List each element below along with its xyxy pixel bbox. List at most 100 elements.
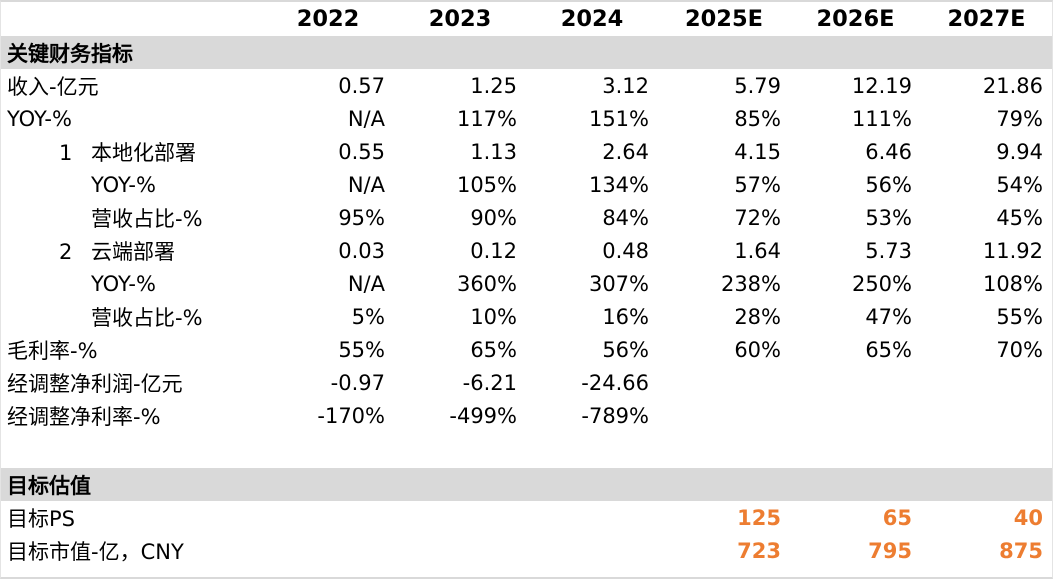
value-cell: 53% (865, 205, 912, 230)
section-band: 关键财务指标 (1, 36, 1052, 69)
value-cell: 70% (996, 337, 1043, 362)
section-title: 目标估值 (1, 468, 1052, 501)
value-cell: 28% (734, 304, 781, 329)
value-cell: 90% (470, 205, 517, 230)
row-label-column-header (1, 2, 262, 36)
value-cell: 11.92 (982, 238, 1043, 263)
value-cell: 1.64 (734, 238, 781, 263)
row-label: 2 云端部署 (1, 234, 262, 267)
table-row: 1 本地化部署 0.55 1.13 2.64 4.15 6.46 9.94 (1, 135, 1052, 168)
value-cell: 723 (737, 538, 781, 563)
year-column-header: 2023 (428, 6, 492, 32)
section-title: 关键财务指标 (1, 36, 1052, 69)
value-cell (394, 534, 526, 567)
value-cell: 65% (865, 337, 912, 362)
table-row: YOY-% N/A 105% 134% 57% 56% 54% (1, 168, 1052, 201)
value-cell: 117% (456, 106, 517, 131)
value-cell: 5.73 (865, 238, 912, 263)
value-cell (658, 366, 790, 399)
value-cell (262, 501, 394, 534)
value-cell: 55% (996, 304, 1043, 329)
value-cell: 0.55 (338, 139, 385, 164)
value-cell (658, 399, 790, 432)
table-row: 经调整净利润-亿元 -0.97 -6.21 -24.66 (1, 366, 1052, 399)
row-label: 营收占比-% (91, 305, 203, 330)
value-cell: 95% (338, 205, 385, 230)
value-cell: 360% (456, 271, 517, 296)
value-cell: -170% (317, 403, 385, 428)
value-cell: 16% (602, 304, 649, 329)
row-label: YOY-% (7, 106, 72, 131)
value-cell: 45% (996, 205, 1043, 230)
value-cell: 105% (456, 172, 517, 197)
value-cell: 56% (865, 172, 912, 197)
row-label-text: 本地化部署 (91, 140, 196, 165)
table-row: 收入-亿元 0.57 1.25 3.12 5.79 12.19 21.86 (1, 69, 1052, 102)
value-cell: 0.03 (338, 238, 385, 263)
value-cell (394, 501, 526, 534)
value-cell: 10% (470, 304, 517, 329)
value-cell: 12.19 (851, 73, 912, 98)
table-row: 营收占比-% 95% 90% 84% 72% 53% 45% (1, 201, 1052, 234)
value-cell: 65% (470, 337, 517, 362)
value-cell: 1.25 (470, 73, 517, 98)
item-number: 1 (59, 140, 73, 165)
value-cell: 84% (602, 205, 649, 230)
value-cell: 57% (734, 172, 781, 197)
section-band: 目标估值 (1, 468, 1052, 501)
table-row: 毛利率-% 55% 65% 56% 60% 65% 70% (1, 333, 1052, 366)
value-cell: 55% (338, 337, 385, 362)
value-cell: N/A (347, 172, 385, 197)
value-cell: 79% (996, 106, 1043, 131)
value-cell: 21.86 (982, 73, 1043, 98)
table-header: 2022 2023 2024 2025E 2026E 2027E (1, 2, 1052, 36)
value-cell (790, 399, 921, 432)
year-column-header: 2027E (947, 6, 1026, 32)
value-cell: 9.94 (996, 139, 1043, 164)
table-row: 目标PS 125 65 40 (1, 501, 1052, 534)
row-label: 收入-亿元 (7, 74, 99, 99)
value-cell: 151% (588, 106, 649, 131)
value-cell: 0.57 (338, 73, 385, 98)
value-cell: 795 (868, 538, 912, 563)
value-cell: 54% (996, 172, 1043, 197)
row-label-text: 云端部署 (91, 239, 175, 264)
row-label: 毛利率-% (7, 338, 98, 363)
value-cell: N/A (347, 271, 385, 296)
value-cell: 1.13 (470, 139, 517, 164)
value-cell: 5.79 (734, 73, 781, 98)
value-cell (921, 366, 1052, 399)
value-cell: 0.12 (470, 238, 517, 263)
value-cell: 65 (882, 505, 912, 530)
section-spacer (1, 432, 1052, 468)
value-cell: 40 (1013, 505, 1043, 530)
value-cell: 47% (865, 304, 912, 329)
value-cell: 72% (734, 205, 781, 230)
financial-table: 2022 2023 2024 2025E 2026E 2027E 关键财务指标 收入-亿元 0… (1, 2, 1052, 567)
row-label: 营收占比-% (91, 206, 203, 231)
table-row: 2 云端部署 0.03 0.12 0.48 1.64 5.73 11.92 (1, 234, 1052, 267)
row-label: YOY-% (91, 172, 156, 197)
table-row: 经调整净利率-% -170% -499% -789% (1, 399, 1052, 432)
value-cell: 0.48 (602, 238, 649, 263)
value-cell: -499% (449, 403, 517, 428)
row-label: 目标市值-亿，CNY (7, 539, 184, 564)
value-cell: -0.97 (330, 370, 385, 395)
value-cell (526, 501, 658, 534)
value-cell: -6.21 (462, 370, 517, 395)
row-label: 1 本地化部署 (1, 135, 262, 168)
table-row: YOY-% N/A 360% 307% 238% 250% 108% (1, 267, 1052, 300)
value-cell: 5% (351, 304, 385, 329)
spacer-cell (1, 432, 1052, 468)
year-column-header: 2024 (560, 6, 624, 32)
value-cell (921, 399, 1052, 432)
year-column-header: 2022 (296, 6, 360, 32)
value-cell (526, 534, 658, 567)
value-cell: 238% (720, 271, 781, 296)
value-cell: -24.66 (581, 370, 649, 395)
value-cell (262, 534, 394, 567)
row-label: YOY-% (91, 271, 156, 296)
year-column-header: 2026E (816, 6, 895, 32)
value-cell: 111% (851, 106, 912, 131)
